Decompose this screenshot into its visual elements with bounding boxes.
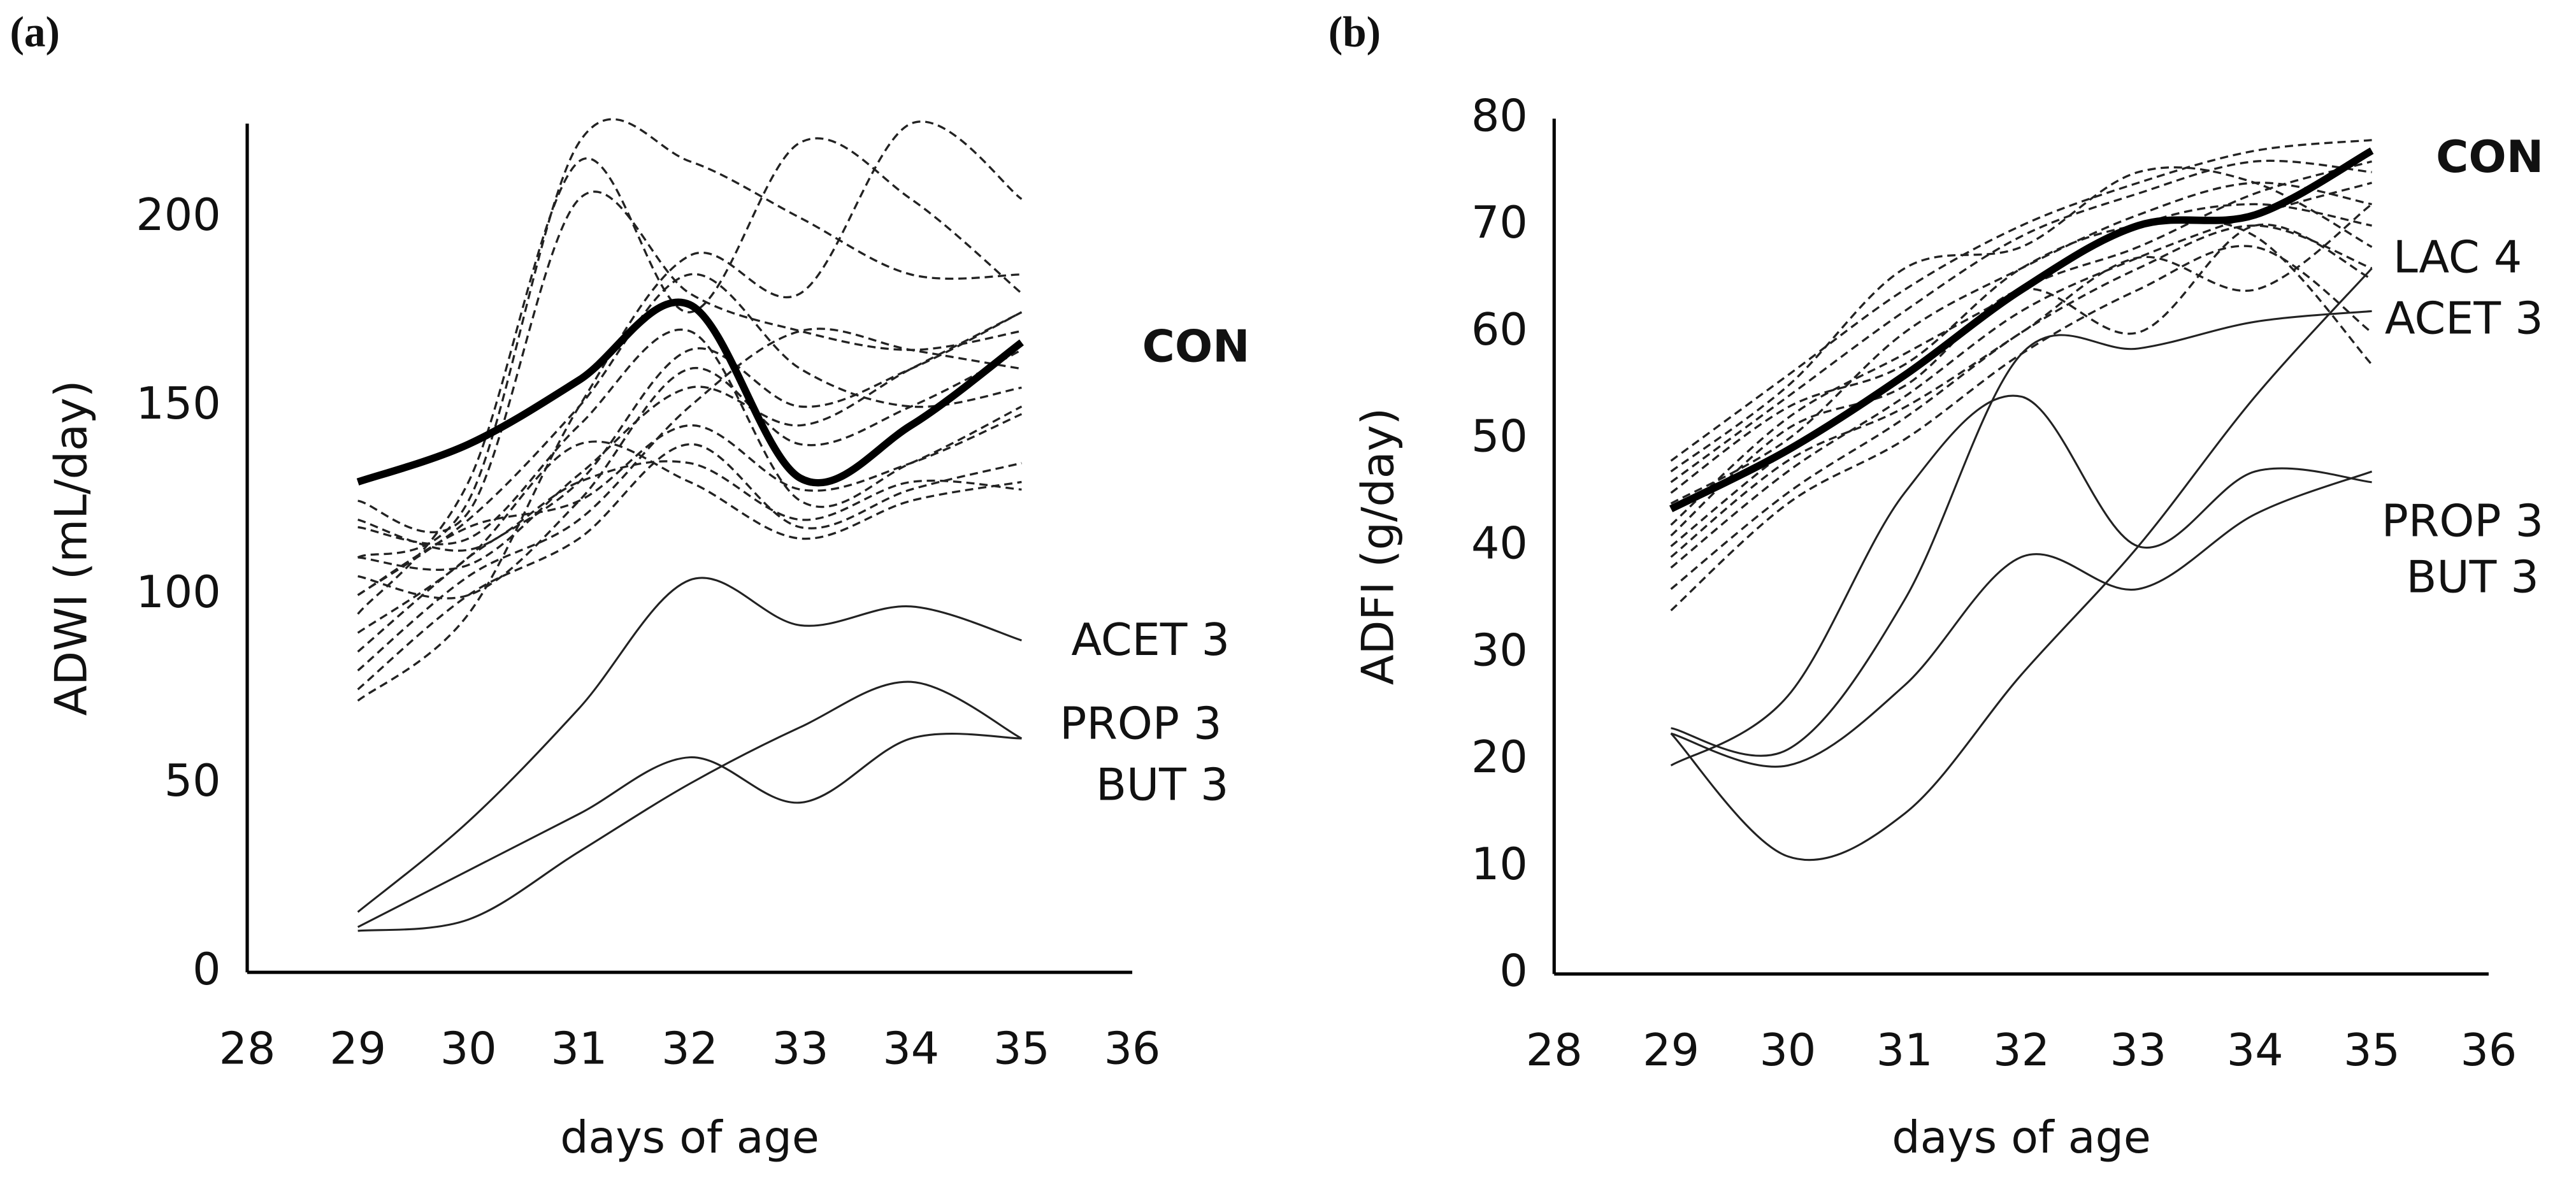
y-tick-label: 40 xyxy=(1471,517,1528,569)
x-tick-label: 31 xyxy=(1876,1025,1933,1076)
series-line xyxy=(1671,470,2373,768)
x-tick-label: 33 xyxy=(2110,1025,2166,1076)
series-line xyxy=(357,443,1022,691)
series-line xyxy=(1669,147,2374,512)
series-label: BUT 3 xyxy=(2407,552,2539,603)
series-line xyxy=(357,327,1022,672)
series-line xyxy=(1670,166,2373,473)
series-line xyxy=(357,191,1022,533)
y-tick-label: 200 xyxy=(136,189,220,241)
series-line xyxy=(357,349,1023,600)
series-line xyxy=(357,328,1023,545)
y-tick-label: 0 xyxy=(192,944,220,995)
x-tick-label: 36 xyxy=(1104,1023,1161,1074)
series-line xyxy=(1670,245,2373,612)
series-label: PROP 3 xyxy=(2382,496,2544,547)
y-tick-label: 10 xyxy=(1471,838,1528,890)
series-label: ACET 3 xyxy=(2385,292,2544,344)
series-line xyxy=(1670,159,2372,484)
x-tick-label: 35 xyxy=(2343,1025,2400,1076)
x-tick-label: 35 xyxy=(993,1023,1050,1074)
series-line xyxy=(1671,310,2372,757)
series-line xyxy=(1670,203,2373,558)
x-axis-title: days of age xyxy=(560,1112,819,1163)
y-tick-label: 70 xyxy=(1471,197,1528,248)
y-tick-label: 80 xyxy=(1471,90,1528,141)
series-line xyxy=(357,440,1022,634)
panel-label: (b) xyxy=(1328,8,1381,55)
series-label: LAC 4 xyxy=(2393,232,2522,284)
series-line xyxy=(1670,182,2373,569)
x-tick-label: 34 xyxy=(2227,1025,2284,1076)
x-tick-label: 31 xyxy=(550,1023,607,1074)
series-label: CON xyxy=(1142,320,1250,372)
y-tick-label: 0 xyxy=(1499,946,1527,997)
x-tick-label: 30 xyxy=(1759,1025,1816,1076)
series-line xyxy=(1670,139,2372,462)
series-line xyxy=(356,298,1024,487)
y-tick-label: 60 xyxy=(1471,304,1528,356)
series-line xyxy=(357,118,1022,559)
y-tick-label: 100 xyxy=(136,566,220,618)
series-line xyxy=(357,733,1022,928)
series-label: ACET 3 xyxy=(1071,614,1230,666)
series-label: CON xyxy=(2436,131,2544,183)
x-tick-label: 29 xyxy=(329,1023,386,1074)
series-line xyxy=(357,311,1023,571)
series-line xyxy=(1670,219,2373,494)
series-line xyxy=(357,577,1022,913)
series-line xyxy=(357,413,1023,596)
panel-label: (a) xyxy=(10,8,60,55)
y-axis-title: ADFI (g/day) xyxy=(1353,408,1404,685)
series-label: PROP 3 xyxy=(1060,698,1221,750)
series-line xyxy=(1670,224,2373,590)
x-tick-label: 29 xyxy=(1643,1025,1699,1076)
x-tick-label: 28 xyxy=(1526,1025,1583,1076)
series-line xyxy=(1670,268,2373,861)
series-line xyxy=(357,137,1023,615)
x-tick-label: 30 xyxy=(440,1023,497,1074)
x-tick-label: 33 xyxy=(772,1023,829,1074)
y-tick-label: 30 xyxy=(1471,624,1528,676)
y-tick-label: 50 xyxy=(1471,411,1528,463)
series-label: BUT 3 xyxy=(1096,759,1228,810)
series-line xyxy=(1670,203,2372,526)
x-tick-label: 34 xyxy=(882,1023,939,1074)
x-tick-label: 36 xyxy=(2460,1025,2517,1076)
series-line xyxy=(357,120,1023,702)
x-axis-title: days of age xyxy=(1892,1112,2151,1163)
x-tick-label: 28 xyxy=(219,1023,276,1074)
series-line xyxy=(1670,223,2373,536)
x-tick-label: 32 xyxy=(1993,1025,2050,1076)
y-tick-label: 50 xyxy=(164,755,221,807)
series-line xyxy=(357,460,1022,552)
series-line xyxy=(357,680,1023,932)
y-tick-label: 20 xyxy=(1471,731,1528,783)
x-tick-label: 32 xyxy=(661,1023,718,1074)
y-tick-label: 150 xyxy=(136,378,220,429)
series-line xyxy=(357,273,1022,596)
y-axis-title: ADWI (mL/day) xyxy=(45,380,97,716)
series-line xyxy=(1670,394,2372,766)
